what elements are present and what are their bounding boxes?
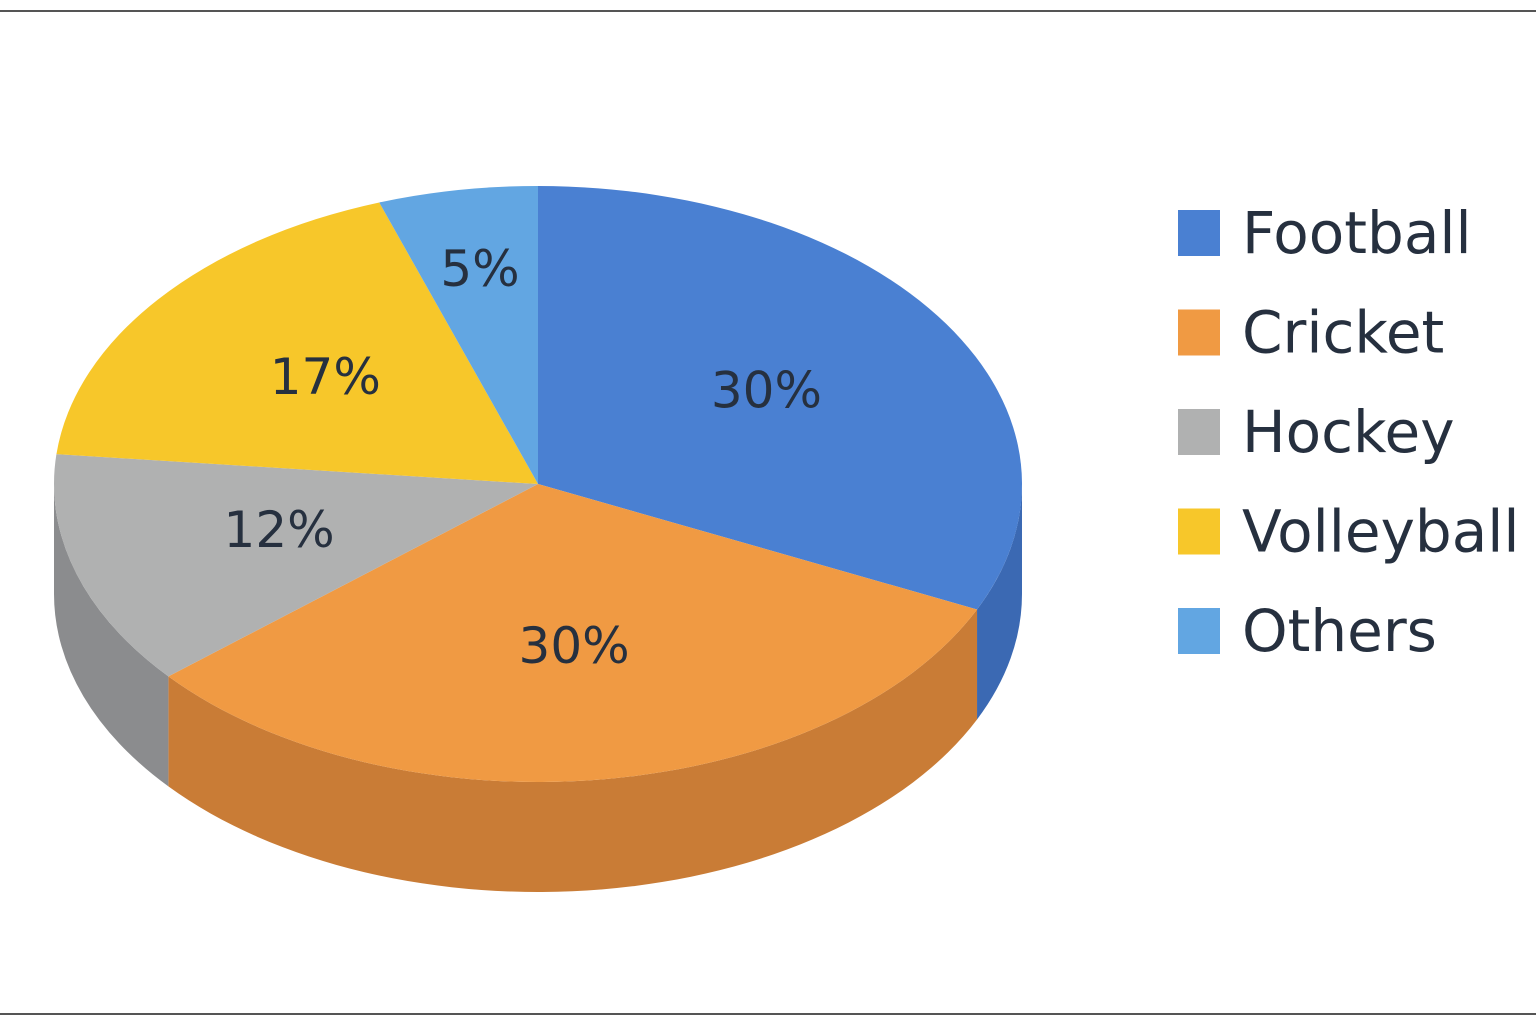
pie-side — [54, 484, 169, 787]
data-label: 30% — [711, 362, 822, 420]
legend-swatch — [1178, 309, 1220, 356]
pie-slice — [56, 202, 539, 484]
legend-swatch — [1178, 508, 1220, 555]
data-label: 5% — [440, 240, 519, 298]
pie-tops — [53, 186, 1022, 782]
legend-label: Volleyball — [1242, 498, 1519, 566]
legend-swatch — [1178, 409, 1220, 455]
pie-slice — [53, 454, 538, 677]
pie-slice — [538, 186, 1022, 610]
legend-label: Others — [1242, 597, 1437, 665]
pie-slice — [379, 186, 538, 484]
data-label: 17% — [270, 348, 381, 406]
legend-label: Hockey — [1242, 398, 1455, 466]
pie-slice — [168, 484, 978, 782]
legend-label: Cricket — [1242, 299, 1444, 367]
data-label: 12% — [224, 501, 335, 559]
pie-side — [168, 609, 978, 892]
pie-sides — [54, 484, 1022, 892]
legend: Football Cricket Hockey Volleyball Others — [1178, 199, 1519, 665]
data-label: 30% — [519, 617, 630, 675]
pie-labels: 30% 30% 12% 17% 5% — [224, 240, 822, 675]
legend-swatch — [1178, 210, 1220, 256]
legend-label: Football — [1242, 199, 1472, 267]
legend-swatch — [1178, 608, 1220, 654]
pie-side — [977, 484, 1022, 720]
